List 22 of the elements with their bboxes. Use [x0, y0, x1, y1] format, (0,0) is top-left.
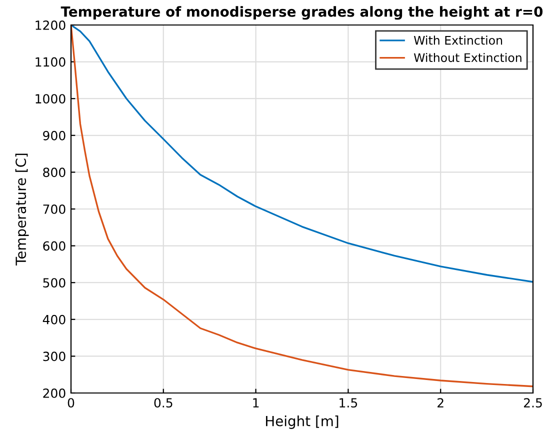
- x-tick-label: 1: [253, 398, 259, 408]
- y-tick-label: 700: [43, 204, 66, 214]
- x-axis-title: Height [m]: [266, 416, 338, 429]
- y-tick-label: 900: [43, 130, 66, 140]
- x-tick-label: 1.5: [340, 398, 358, 408]
- x-tick-label: 2: [438, 398, 444, 408]
- y-axis-title: Temperature [C]: [15, 154, 29, 266]
- legend-label: Without Extinction: [414, 52, 522, 62]
- x-tick-label: 2.5: [524, 398, 542, 408]
- y-tick-label: 600: [43, 241, 66, 251]
- x-tick-label: 0.5: [154, 398, 172, 408]
- y-tick-label: 500: [43, 278, 66, 288]
- y-tick-label: 400: [42, 314, 66, 324]
- legend-label: With Extinction: [414, 36, 502, 45]
- y-tick-label: 1100: [36, 57, 66, 67]
- y-tick-label: 200: [43, 388, 66, 398]
- y-tick-label: 1200: [36, 20, 66, 30]
- y-tick-label: 800: [43, 168, 66, 178]
- chart-title: Temperature of monodisperse grades along the height at r=0: [60, 6, 543, 20]
- x-tick-label: 0: [68, 398, 74, 408]
- y-tick-label: 1000: [36, 94, 66, 104]
- y-tick-label: 300: [43, 352, 66, 362]
